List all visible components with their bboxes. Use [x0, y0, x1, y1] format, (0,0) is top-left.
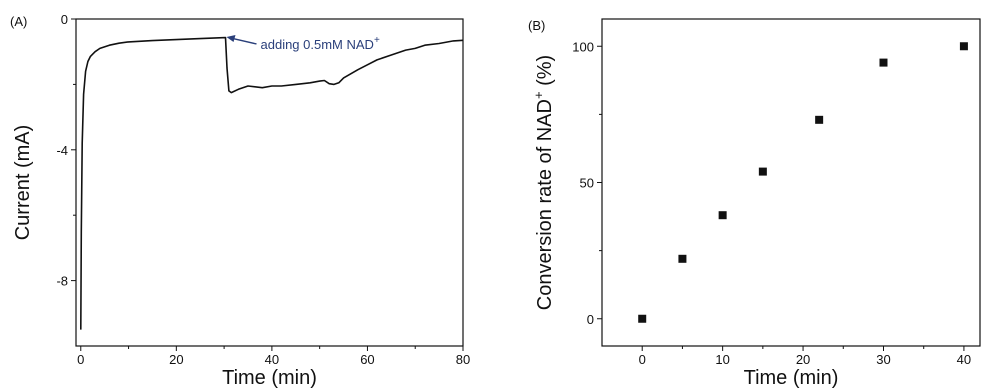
x-tick-label: 10: [715, 352, 729, 367]
data-point: [678, 254, 687, 263]
current-line: [80, 36, 464, 330]
data-point: [815, 115, 824, 124]
x-axis-label: Time (min): [222, 367, 317, 389]
y-tick-label: -8: [56, 274, 68, 289]
x-tick-label: 30: [876, 352, 890, 367]
x-tick-label: 60: [360, 352, 374, 367]
panel-label: (B): [528, 18, 545, 33]
plot-frame: [601, 18, 981, 347]
y-tick-label: 0: [587, 312, 594, 327]
data-point: [718, 211, 727, 220]
plot-frame: [75, 18, 464, 347]
annotation-text: adding 0.5mM NAD+: [261, 35, 380, 52]
annotation-arrow: [232, 37, 257, 45]
panel-a: 0 20 40 60 80 0 -4 -8 Time (min) Current (mA) (A) a…: [10, 12, 470, 389]
x-axis-label: Time (min): [744, 367, 839, 389]
data-point: [959, 42, 968, 51]
x-tick-label: 20: [169, 352, 183, 367]
x-tick-label: 20: [796, 352, 810, 367]
data-point: [879, 58, 888, 67]
x-tick-label: 40: [957, 352, 971, 367]
y-tick-label: 100: [572, 39, 594, 54]
data-point: [638, 314, 647, 323]
y-axis-label: Conversion rate of NAD+ (%): [531, 55, 556, 310]
x-tick-label: 40: [265, 352, 279, 367]
x-tick-label: 0: [639, 352, 646, 367]
y-tick-label: 0: [61, 12, 68, 27]
y-tick-label: -4: [56, 143, 68, 158]
y-tick-label: 50: [580, 176, 594, 191]
panel-label: (A): [10, 14, 27, 29]
x-tick-label: 0: [77, 352, 84, 367]
data-point: [758, 167, 767, 176]
panel-b: 0 10 20 30 40 0 50 100 Time (min) Conversion rate…: [528, 18, 981, 389]
y-axis-label: Current (mA): [12, 125, 34, 241]
annotation-arrowhead: [226, 34, 236, 42]
x-tick-label: 80: [456, 352, 470, 367]
